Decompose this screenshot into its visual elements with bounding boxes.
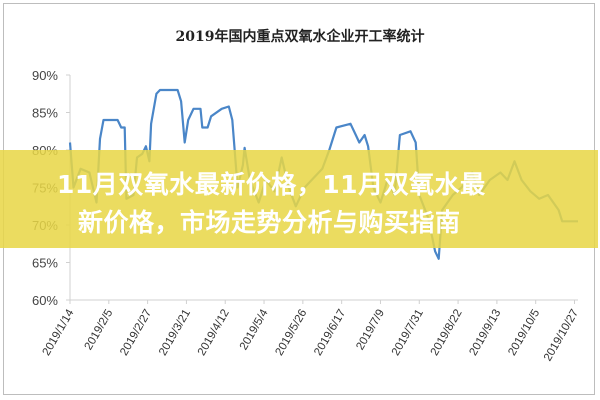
banner-line-2: 新价格，市场走势分析与购买指南 xyxy=(78,208,461,237)
x-tick-label: 2019/3/21 xyxy=(157,308,193,358)
x-tick-label: 2019/6/17 xyxy=(312,308,348,358)
x-tick-label: 2019/4/12 xyxy=(196,308,232,358)
y-tick-label: 90% xyxy=(32,68,58,83)
x-tick-label: 2019/2/27 xyxy=(118,308,154,358)
y-tick-label: 65% xyxy=(32,256,58,271)
x-tick-label: 2019/2/5 xyxy=(83,308,116,353)
banner-line-1: 11月双氧水最新价格，11月双氧水最 xyxy=(57,170,486,199)
x-tick-label: 2019/1/14 xyxy=(41,307,77,358)
chart-title: 2019年国内重点双氧水企业开工率统计 xyxy=(176,28,425,45)
x-tick-label: 2019/5/26 xyxy=(273,308,309,358)
y-tick-label: 85% xyxy=(32,106,58,121)
x-tick-label: 2019/9/13 xyxy=(468,308,504,358)
x-tick-label: 2019/7/31 xyxy=(390,308,426,358)
headline-banner: 11月双氧水最新价格，11月双氧水最 新价格，市场走势分析与购买指南 xyxy=(0,150,598,248)
x-tick-label: 2019/7/9 xyxy=(354,308,387,353)
x-tick-label: 2019/8/22 xyxy=(429,307,465,357)
y-tick-label: 60% xyxy=(32,293,58,308)
x-tick-label: 2019/10/27 xyxy=(542,308,581,364)
x-tick-label: 2019/10/5 xyxy=(506,308,542,358)
x-tick-label: 2019/5/4 xyxy=(238,307,271,352)
